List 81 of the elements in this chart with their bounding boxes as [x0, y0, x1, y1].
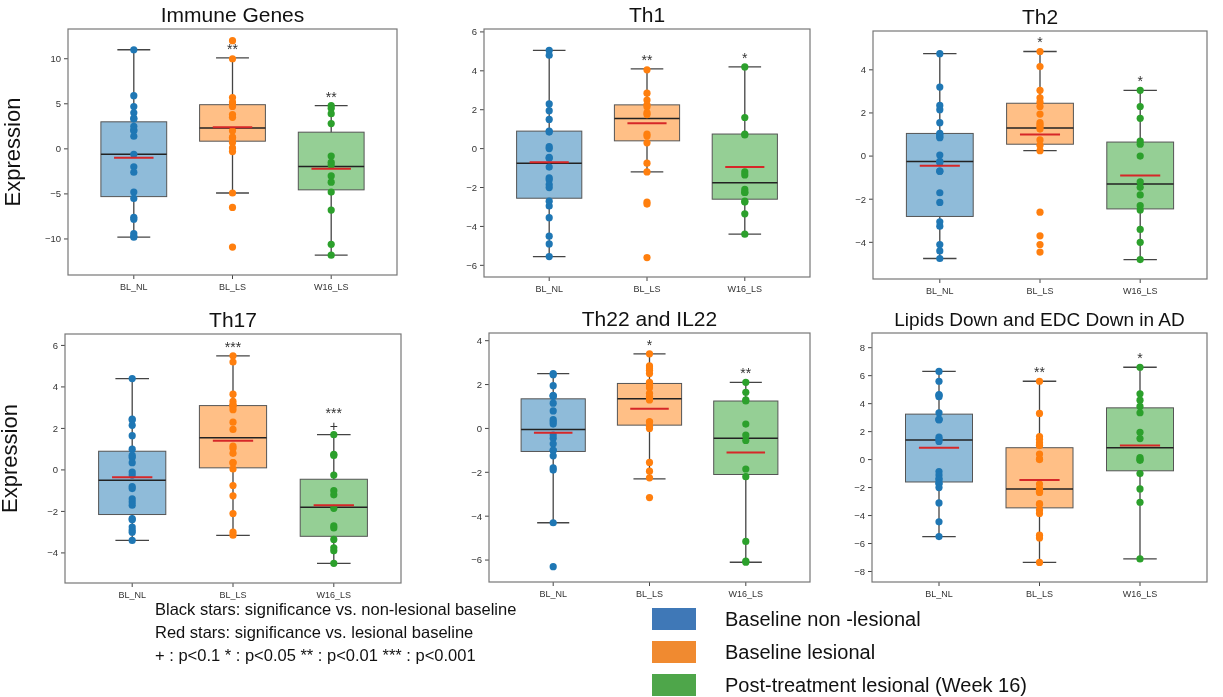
chart-title: Th2 — [1021, 5, 1059, 28]
y-tick-label: −2 — [466, 181, 477, 193]
annotation: ** — [740, 365, 752, 382]
y-tick-label: 0 — [859, 453, 865, 465]
x-tick-label: BL_NL — [118, 590, 146, 600]
x-tick-label: W16_LS — [316, 590, 352, 600]
y-tick-label: 2 — [859, 425, 865, 437]
text: Red stars: significance vs. lesional baseline — [155, 623, 474, 641]
y-tick-label: −6 — [854, 537, 865, 549]
chart-title: Immune Genes — [160, 3, 305, 26]
y-axis-title: Expression — [0, 97, 25, 207]
y-tick-label: −2 — [471, 466, 482, 478]
y-tick-label: 4 — [471, 65, 477, 77]
x-tick-label: W16_LS — [1122, 286, 1158, 296]
chart-title: Th1 — [628, 3, 666, 26]
chart-title: Th22 and IL22 — [581, 307, 718, 330]
y-tick-label: 5 — [55, 98, 61, 110]
y-tick-label: 2 — [471, 104, 477, 116]
y-tick-label: −6 — [471, 554, 482, 566]
category-label: Post-treatment lesional (Week 16) — [725, 674, 1027, 696]
annotation: ** — [1034, 364, 1046, 381]
y-tick-label: −5 — [50, 188, 61, 200]
text: Black stars: significance vs. non-lesional baseline — [155, 600, 517, 618]
y-tick-label: 4 — [859, 397, 865, 409]
y-tick-label: 8 — [859, 342, 865, 354]
y-tick-label: −8 — [854, 565, 865, 577]
x-tick-label: W16_LS — [727, 284, 763, 294]
x-tick-label: BL_LS — [635, 589, 664, 599]
y-tick-label: −4 — [855, 236, 866, 248]
x-tick-label: W16_LS — [1122, 589, 1158, 599]
x-tick-label: BL_LS — [1025, 589, 1054, 599]
y-tick-label: 4 — [860, 64, 866, 76]
y-tick-label: −4 — [471, 510, 482, 522]
y-axis-title: Expression — [0, 404, 22, 513]
x-tick-label: BL_NL — [539, 589, 567, 599]
annotation: * — [646, 336, 653, 353]
annotation: * — [1137, 350, 1144, 367]
y-tick-label: 0 — [55, 143, 61, 155]
y-tick-label: 0 — [52, 464, 58, 476]
annotation: *** — [224, 338, 242, 355]
x-tick-label: BL_LS — [1026, 286, 1054, 296]
y-tick-label: −2 — [855, 193, 866, 205]
y-tick-label: 4 — [52, 381, 58, 393]
y-tick-label: −4 — [854, 509, 865, 521]
annotation: * — [1037, 34, 1044, 51]
x-tick-label: W16_LS — [313, 282, 349, 292]
y-tick-label: −2 — [47, 505, 58, 517]
annotation: * — [742, 49, 749, 66]
annotation: * — [1137, 73, 1144, 90]
y-tick-label: 10 — [50, 53, 61, 65]
x-tick-label: BL_NL — [926, 286, 954, 296]
y-tick-label: 4 — [476, 335, 482, 346]
y-tick-label: −4 — [466, 220, 477, 232]
x-tick-label: BL_NL — [535, 284, 563, 294]
category-label: Baseline lesional — [725, 641, 876, 663]
category-label: Baseline non -lesional — [725, 608, 921, 630]
x-tick-label: BL_LS — [633, 284, 661, 294]
y-tick-label: 2 — [476, 378, 482, 390]
annotation: ** — [641, 51, 653, 68]
x-tick-label: BL_LS — [218, 282, 247, 292]
annotation: ** — [325, 88, 338, 105]
x-tick-label: W16_LS — [728, 589, 764, 599]
y-tick-label: −6 — [466, 259, 477, 271]
y-tick-label: 2 — [52, 422, 58, 434]
y-tick-label: 2 — [860, 107, 866, 119]
text: + : p<0.1 * : p<0.05 ** : p<0.01 *** : p<0.001 — [155, 646, 476, 664]
y-tick-label: 0 — [860, 150, 866, 162]
x-tick-label: BL_LS — [219, 590, 247, 600]
annotation: ** — [227, 40, 239, 57]
x-tick-label: BL_NL — [120, 282, 148, 292]
y-tick-label: 6 — [859, 369, 865, 381]
y-tick-label: 0 — [471, 142, 477, 154]
chart-title: Lipids Down and EDC Down in AD — [894, 309, 1185, 330]
y-tick-label: −10 — [44, 233, 61, 245]
chart-title: Th17 — [209, 308, 257, 331]
y-tick-label: −2 — [854, 481, 865, 493]
x-tick-label: BL_NL — [925, 589, 953, 599]
y-tick-label: 6 — [52, 339, 58, 351]
y-tick-label: 0 — [476, 422, 482, 434]
y-tick-label: −4 — [47, 547, 58, 559]
y-tick-label: 6 — [471, 26, 477, 38]
